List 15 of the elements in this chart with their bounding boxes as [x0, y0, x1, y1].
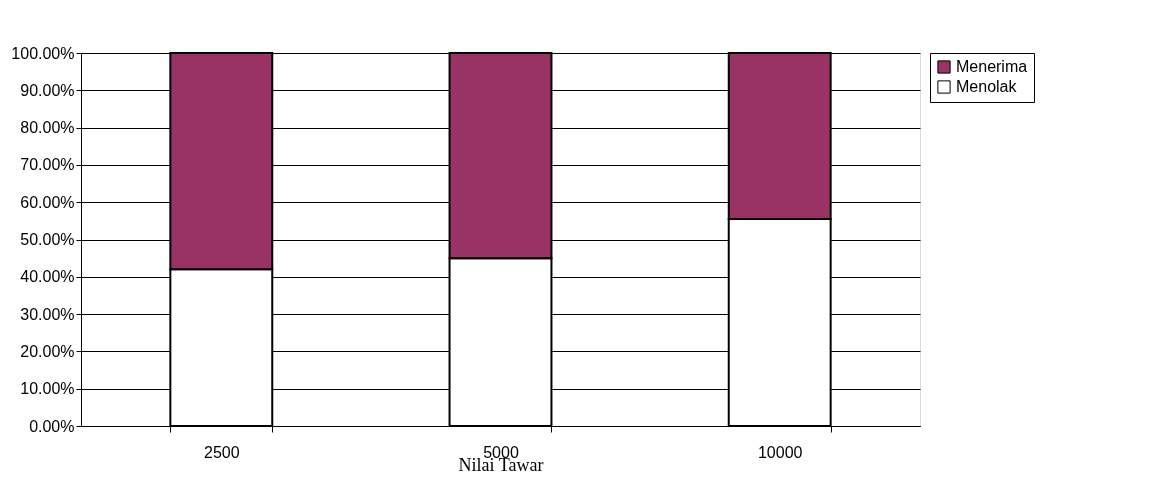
legend-label: Menerima: [956, 58, 1028, 75]
y-tick-label: 60.00%: [20, 193, 75, 211]
y-tick-label: 50.00%: [20, 231, 75, 248]
y-tick-label: 70.00%: [20, 156, 75, 174]
x-tick-label: 10000: [757, 443, 803, 461]
y-tick-label: 0.00%: [29, 417, 75, 435]
y-tick-label: 90.00%: [20, 81, 75, 99]
y-tick-label: 10.00%: [20, 380, 75, 398]
legend-label: Menolak: [956, 78, 1018, 95]
y-tick-label: 80.00%: [20, 119, 75, 137]
x-tick-label: 2500: [204, 443, 240, 461]
y-tick-label: 30.00%: [20, 305, 75, 323]
y-tick-label: 20.00%: [20, 342, 75, 360]
y-tick-label: 100.00%: [11, 44, 75, 62]
y-tick-label: 40.00%: [20, 268, 75, 286]
